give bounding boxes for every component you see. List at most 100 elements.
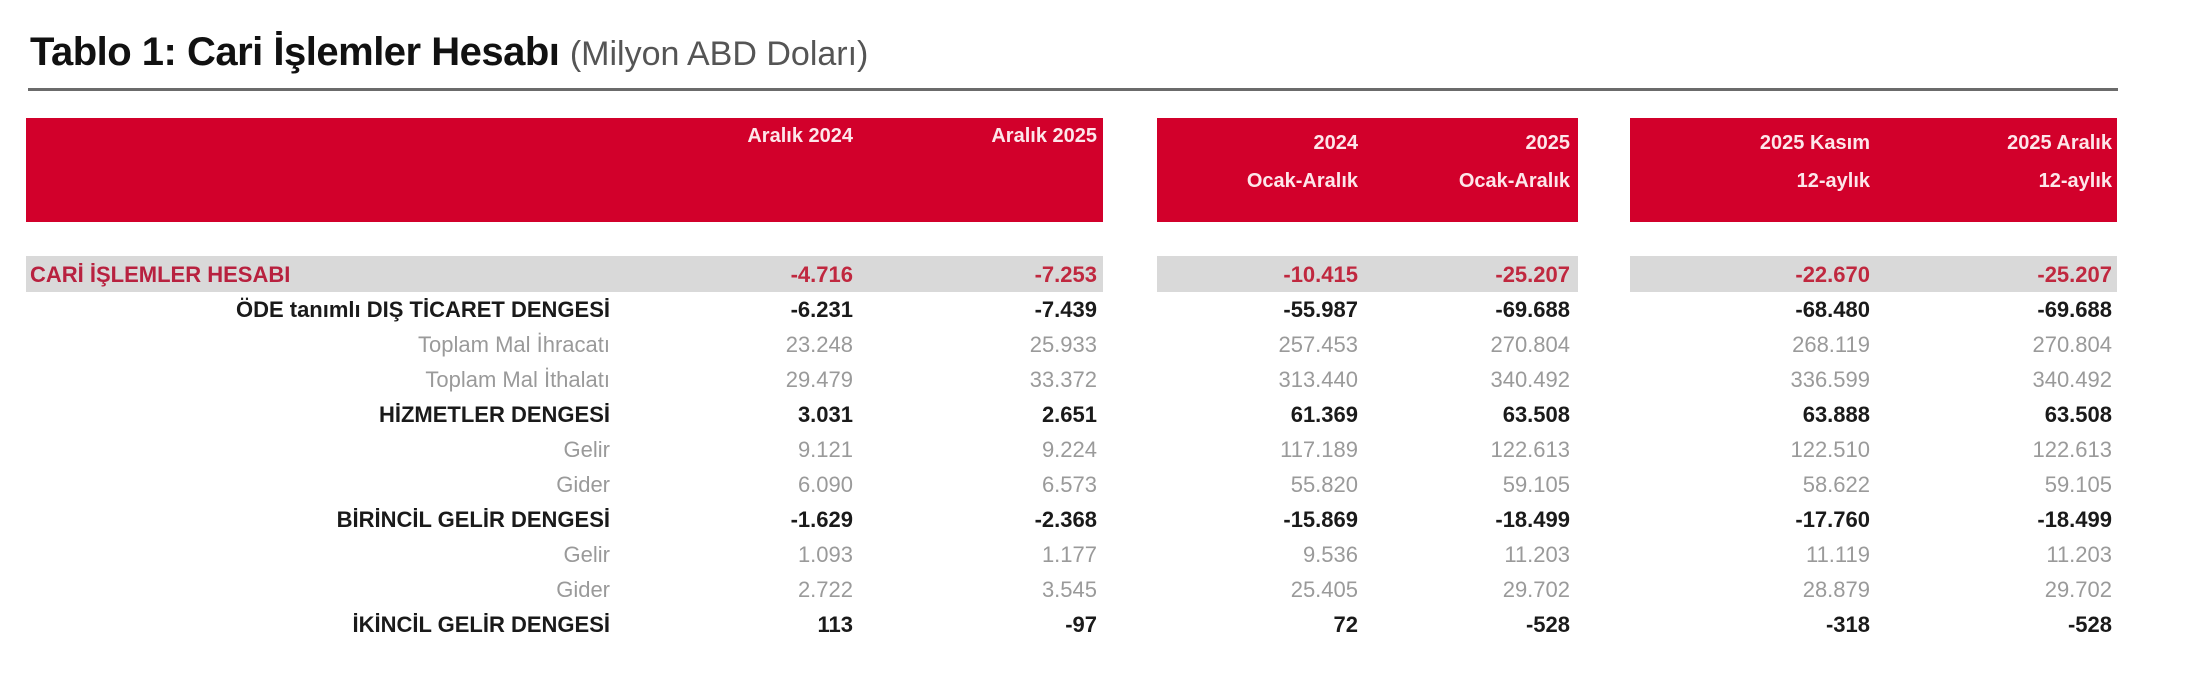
table-row-cari-islemler-hesabi: CARİ İŞLEMLER HESABI -4.716 -7.253 -10.4… <box>0 257 2188 292</box>
cell-value: 11.203 <box>2046 542 2112 567</box>
column-header-2025-ocak-aralik: 2025 Ocak-Aralık <box>1458 132 1570 192</box>
row-label: ÖDE tanımlı DIŞ TİCARET DENGESİ <box>235 297 610 322</box>
total-row-highlight <box>1630 256 2117 292</box>
cell-value: 1.093 <box>797 542 853 567</box>
table-row-hizmetler-dengesi: HİZMETLER DENGESİ 3.031 2.651 61.369 63.… <box>0 397 2188 432</box>
row-label: CARİ İŞLEMLER HESABI <box>30 262 291 287</box>
row-label: BİRİNCİL GELİR DENGESİ <box>336 507 610 532</box>
row-label: HİZMETLER DENGESİ <box>378 402 610 427</box>
cell-value: -18.499 <box>1495 507 1570 532</box>
cell-value: 61.369 <box>1290 402 1358 427</box>
cell-value: -22.670 <box>1795 262 1870 287</box>
row-label: Gider <box>556 472 610 497</box>
cell-value: 11.203 <box>1504 542 1570 567</box>
cell-value: 336.599 <box>1790 367 1870 392</box>
header-band-12month <box>1630 118 2117 222</box>
column-header-2025-kasim-12-aylik: 2025 Kasım 12-aylık <box>1759 132 1870 192</box>
cell-value: 270.804 <box>2032 332 2112 357</box>
cell-value: 3.031 <box>797 402 853 427</box>
cell-value: -55.987 <box>1283 297 1358 322</box>
cell-value: 33.372 <box>1029 367 1097 392</box>
cell-value: -69.688 <box>1495 297 1570 322</box>
cell-value: -25.207 <box>2037 262 2112 287</box>
table-row-dis-ticaret-dengesi: ÖDE tanımlı DIŞ TİCARET DENGESİ -6.231 -… <box>0 292 2188 327</box>
row-label: Gider <box>556 577 610 602</box>
table-row-ikincil-gelir-dengesi: İKİNCİL GELİR DENGESİ 113 -97 72 -528 -3… <box>0 607 2188 642</box>
row-label: Toplam Mal İthalatı <box>425 367 610 392</box>
cell-value: 2.722 <box>797 577 853 602</box>
cell-value: -6.231 <box>790 297 853 322</box>
cell-value: 268.119 <box>1792 332 1870 357</box>
cell-value: 122.613 <box>1490 437 1570 462</box>
header-band-annual <box>1157 118 1578 222</box>
cell-value: -1.629 <box>790 507 853 532</box>
row-label: İKİNCİL GELİR DENGESİ <box>352 612 610 637</box>
cell-value: 313.440 <box>1278 367 1358 392</box>
cell-value: 117.189 <box>1280 437 1358 462</box>
cell-value: 113 <box>817 612 854 637</box>
cell-value: 2.651 <box>1041 402 1097 427</box>
row-label: Gelir <box>563 437 610 462</box>
cell-value: -69.688 <box>2037 297 2112 322</box>
cell-value: 29.702 <box>2044 577 2112 602</box>
row-label: Toplam Mal İhracatı <box>418 332 610 357</box>
cell-value: 25.933 <box>1029 332 1097 357</box>
table-title-main: Tablo 1: Cari İşlemler Hesabı <box>30 30 560 74</box>
cell-value: 1.177 <box>1041 542 1097 567</box>
total-row-highlight <box>26 256 1103 292</box>
cell-value: -68.480 <box>1795 297 1870 322</box>
cell-value: 63.508 <box>2044 402 2112 427</box>
title-divider <box>28 88 2118 91</box>
total-row-highlight <box>1157 256 1578 292</box>
cell-value: 72 <box>1333 612 1358 637</box>
cell-value: -10.415 <box>1283 262 1358 287</box>
cell-value: 55.820 <box>1290 472 1358 497</box>
cell-value: 122.613 <box>2032 437 2112 462</box>
cell-value: 6.573 <box>1041 472 1097 497</box>
cell-value: 270.804 <box>1490 332 1570 357</box>
cell-value: 59.105 <box>1502 472 1570 497</box>
cell-value: -17.760 <box>1795 507 1870 532</box>
table-row-mal-ihracati: Toplam Mal İhracatı 23.248 25.933 257.45… <box>0 327 2188 362</box>
cell-value: 25.405 <box>1290 577 1358 602</box>
cell-value: -4.716 <box>790 262 853 287</box>
cell-value: 29.702 <box>1502 577 1570 602</box>
cell-value: 6.090 <box>797 472 853 497</box>
cell-value: 257.453 <box>1278 332 1358 357</box>
row-label: Gelir <box>563 542 610 567</box>
column-header-aralik-2025: Aralık 2025 <box>991 125 1097 147</box>
table-row-birincil-gelir: Gelir 1.093 1.177 9.536 11.203 11.119 11… <box>0 537 2188 572</box>
table-title-unit: (Milyon ABD Doları) <box>569 35 869 73</box>
cell-value: 340.492 <box>1490 367 1570 392</box>
cell-value: -7.253 <box>1034 262 1097 287</box>
cell-value: 9.121 <box>797 437 853 462</box>
cell-value: 340.492 <box>2032 367 2112 392</box>
cell-value: -18.499 <box>2037 507 2112 532</box>
column-header-2025-aralik-12-aylik: 2025 Aralık 12-aylık <box>2007 132 2112 192</box>
cell-value: 23.248 <box>785 332 853 357</box>
cell-value: 122.510 <box>1790 437 1870 462</box>
column-header-aralik-2024: Aralık 2024 <box>747 125 853 147</box>
cell-value: 9.224 <box>1041 437 1097 462</box>
cell-value: -7.439 <box>1034 297 1097 322</box>
cell-value: 28.879 <box>1802 577 1870 602</box>
cell-value: -25.207 <box>1495 262 1570 287</box>
cell-value: -528 <box>1525 612 1570 637</box>
column-header-2024-ocak-aralik: 2024 Ocak-Aralık <box>1246 132 1358 192</box>
header-band-monthly <box>26 118 1103 222</box>
table-row-birincil-gelir-dengesi: BİRİNCİL GELİR DENGESİ -1.629 -2.368 -15… <box>0 502 2188 537</box>
table-row-birincil-gider: Gider 2.722 3.545 25.405 29.702 28.879 2… <box>0 572 2188 607</box>
cell-value: -97 <box>1065 612 1097 637</box>
cell-value: -2.368 <box>1034 507 1097 532</box>
cell-value: 29.479 <box>785 367 853 392</box>
cell-value: -528 <box>2067 612 2112 637</box>
cell-value: 63.888 <box>1802 402 1870 427</box>
cell-value: 11.119 <box>1805 542 1870 567</box>
cell-value: 9.536 <box>1302 542 1358 567</box>
cell-value: -15.869 <box>1283 507 1358 532</box>
cell-value: -318 <box>1825 612 1870 637</box>
cell-value: 3.545 <box>1041 577 1097 602</box>
table-title: Tablo 1: Cari İşlemler Hesabı (Milyon AB… <box>30 30 868 75</box>
table-row-hizmetler-gelir: Gelir 9.121 9.224 117.189 122.613 122.51… <box>0 432 2188 467</box>
table-row-mal-ithalati: Toplam Mal İthalatı 29.479 33.372 313.44… <box>0 362 2188 397</box>
